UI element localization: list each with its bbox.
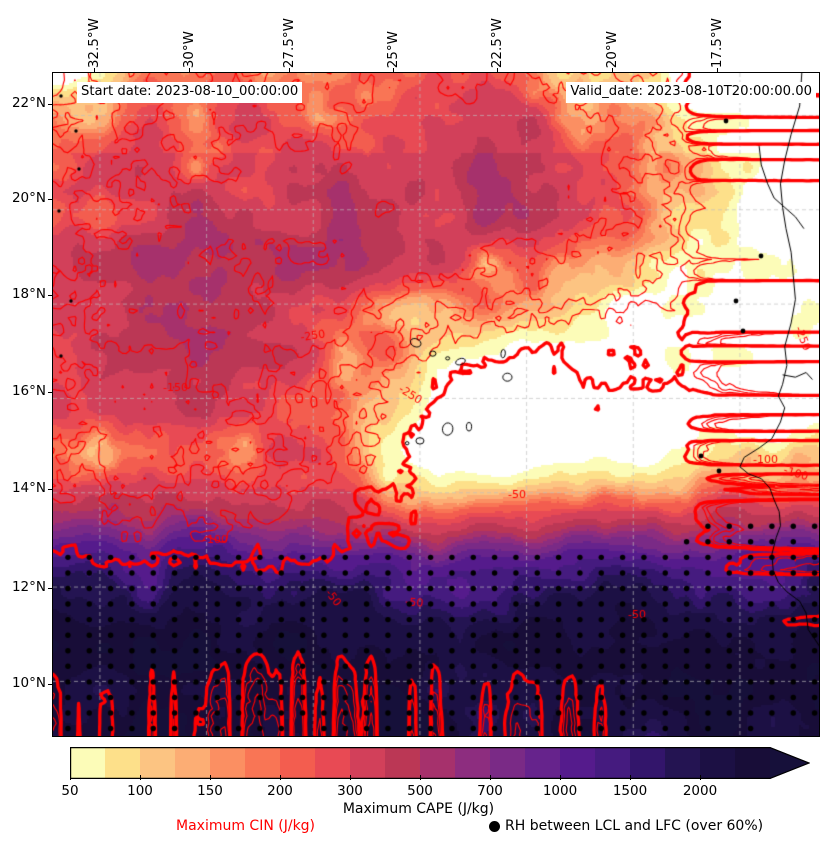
y-tick-label: 16°N: [11, 383, 46, 399]
y-tick-label: 14°N: [11, 480, 46, 496]
colorbar-tick-mark: [560, 775, 562, 780]
cape-cin-map-canvas: [53, 73, 819, 736]
colorbar-tick-mark: [490, 775, 492, 780]
start-date-annotation: Start date: 2023-08-10_00:00:00: [77, 82, 303, 103]
y-tick-mark: [48, 684, 52, 686]
colorbar-gradient: [70, 747, 810, 779]
colorbar-tick-label: 150: [197, 783, 223, 799]
colorbar-tick-mark: [700, 775, 702, 780]
y-tick-label: 10°N: [11, 675, 46, 691]
legend-rh: RH between LCL and LFC (over 60%): [489, 818, 763, 834]
x-tick-label: 32.5°W: [86, 17, 102, 68]
cape-colorbar[interactable]: [70, 747, 810, 779]
x-tick-mark: [289, 68, 291, 72]
x-tick-label: 30°W: [181, 30, 197, 68]
y-tick-label: 22°N: [11, 95, 46, 111]
colorbar-tick-label: 1500: [612, 783, 648, 799]
colorbar-tick-label: 200: [267, 783, 293, 799]
colorbar-tick-mark: [70, 775, 72, 780]
x-tick-label: 22.5°W: [489, 17, 505, 68]
y-tick-mark: [48, 295, 52, 297]
colorbar-tick-mark: [140, 775, 142, 780]
colorbar-tick-label: 50: [61, 783, 79, 799]
x-tick-mark: [717, 68, 719, 72]
y-tick-mark: [48, 489, 52, 491]
x-tick-mark: [497, 68, 499, 72]
rh-marker-icon: [489, 820, 500, 832]
x-tick-label: 20°W: [604, 30, 620, 68]
y-tick-label: 20°N: [11, 190, 46, 206]
colorbar-tick-label: 300: [337, 783, 363, 799]
colorbar-tick-label: 1000: [542, 783, 578, 799]
x-tick-label: 27.5°W: [281, 17, 297, 68]
colorbar-tick-label: 2000: [682, 783, 718, 799]
y-tick-mark: [48, 392, 52, 394]
colorbar-tick-label: 500: [407, 783, 433, 799]
x-tick-mark: [189, 68, 191, 72]
y-tick-mark: [48, 199, 52, 201]
legend-label-rh: RH between LCL and LFC (over 60%): [505, 818, 764, 834]
x-tick-label: 17.5°W: [709, 17, 725, 68]
colorbar-tick-label: 100: [127, 783, 153, 799]
colorbar-tick-mark: [210, 775, 212, 780]
valid-date-annotation: Valid_date: 2023-08-10T20:00:00.00: [566, 82, 816, 103]
colorbar-tick-mark: [420, 775, 422, 780]
colorbar-tick-mark: [630, 775, 632, 780]
y-tick-mark: [48, 104, 52, 106]
x-tick-mark: [94, 68, 96, 72]
y-tick-label: 12°N: [11, 579, 46, 595]
colorbar-tick-label: 700: [477, 783, 503, 799]
x-tick-mark: [612, 68, 614, 72]
legend-label-cin: Maximum CIN (J/kg): [176, 818, 316, 834]
x-tick-label: 25°W: [385, 30, 401, 68]
y-tick-label: 18°N: [11, 286, 46, 302]
colorbar-label-cape: Maximum CAPE (J/kg): [342, 801, 495, 817]
map-plot-area[interactable]: Start date: 2023-08-10_00:00:00 Valid_da…: [52, 72, 820, 737]
x-tick-mark: [393, 68, 395, 72]
y-tick-mark: [48, 588, 52, 590]
colorbar-tick-mark: [280, 775, 282, 780]
colorbar-tick-mark: [350, 775, 352, 780]
